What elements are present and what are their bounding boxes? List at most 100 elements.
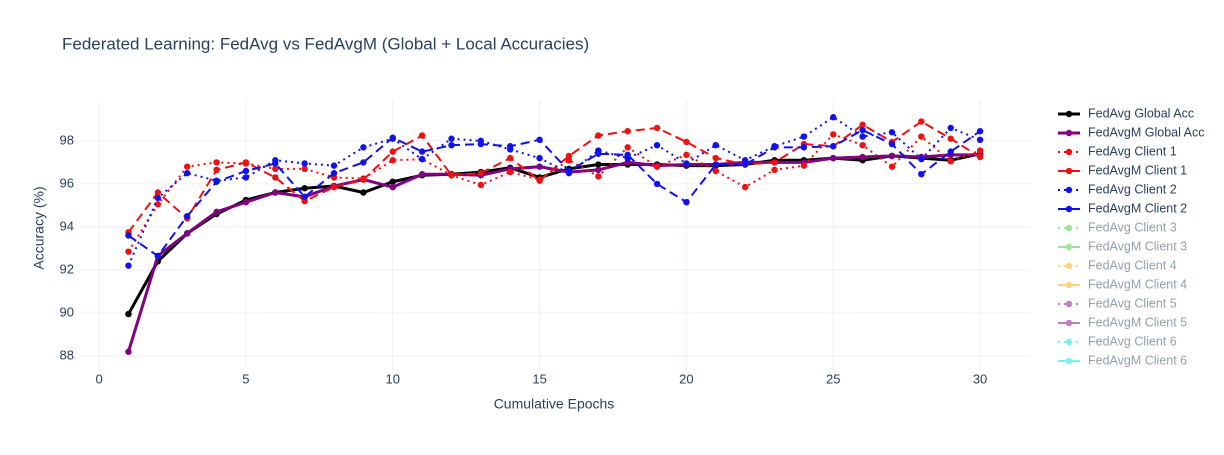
data-point: [242, 167, 250, 175]
legend-marker: [1065, 186, 1073, 194]
data-point: [771, 166, 778, 174]
y-tick-label: 90: [60, 304, 74, 319]
data-point: [154, 194, 162, 202]
data-point: [947, 158, 954, 165]
series-line: [127, 133, 981, 253]
legend-item: FedAvg Client 2: [1058, 182, 1177, 196]
data-point: [330, 169, 338, 177]
data-point: [624, 144, 631, 151]
data-point: [389, 157, 396, 164]
legend-item: FedAvgM Client 3: [1058, 239, 1187, 253]
data-point: [565, 167, 573, 175]
legend-label: FedAvgM Client 3: [1088, 239, 1187, 253]
data-point: [125, 310, 132, 318]
data-point: [976, 136, 984, 144]
data-point: [272, 189, 279, 196]
data-point: [418, 148, 426, 155]
x-tick-label: 15: [532, 371, 546, 386]
legend-marker: [1065, 357, 1073, 365]
data-point: [360, 144, 367, 151]
legend-label: FedAvg Client 4: [1088, 258, 1177, 272]
data-point: [741, 183, 749, 191]
data-point: [595, 132, 602, 139]
data-point: [507, 154, 514, 162]
legend-label: FedAvgM Client 1: [1088, 163, 1187, 177]
data-point: [918, 133, 925, 140]
data-point: [183, 230, 191, 237]
legend-label: FedAvg Client 1: [1088, 144, 1177, 158]
legend-label: FedAvgM Client 5: [1088, 315, 1187, 329]
data-point: [477, 181, 485, 189]
legend-item: FedAvg Global Acc: [1058, 106, 1194, 120]
data-point: [418, 132, 426, 139]
data-point: [301, 165, 308, 173]
legend-item: FedAvg Client 1: [1058, 144, 1177, 158]
x-tick-label: 30: [973, 371, 987, 386]
data-point: [859, 153, 866, 161]
data-point: [947, 124, 954, 132]
data-point: [330, 183, 338, 191]
data-point: [330, 162, 338, 169]
data-point: [213, 208, 220, 216]
data-point: [389, 148, 396, 155]
data-point: [653, 124, 661, 132]
data-point: [242, 198, 250, 206]
data-point: [976, 147, 984, 154]
data-point: [301, 160, 308, 167]
x-tick-label: 0: [95, 371, 102, 386]
legend-item: FedAvgM Client 2: [1058, 201, 1187, 215]
data-point: [272, 160, 279, 167]
data-point: [653, 141, 661, 149]
data-point: [272, 174, 279, 181]
data-point: [859, 121, 866, 128]
data-point: [389, 183, 396, 191]
legend-marker: [1065, 205, 1073, 213]
data-point: [800, 144, 808, 151]
data-point: [536, 177, 543, 184]
data-point: [947, 135, 954, 142]
data-point: [888, 152, 896, 160]
data-point: [154, 189, 162, 196]
data-point: [301, 185, 308, 192]
data-point: [213, 178, 220, 185]
data-point: [771, 159, 778, 166]
legend-label: FedAvgM Client 4: [1088, 277, 1187, 291]
legend-marker: [1065, 319, 1073, 327]
data-point: [683, 151, 690, 159]
legend-marker: [1065, 338, 1073, 346]
data-point: [683, 138, 690, 146]
y-axis-title: Accuracy (%): [31, 186, 47, 269]
data-point: [360, 176, 367, 183]
legend-item: FedAvgM Global Acc: [1058, 125, 1205, 139]
x-tick-label: 5: [242, 371, 249, 386]
data-point: [712, 167, 719, 175]
data-point: [213, 166, 220, 174]
data-point: [800, 162, 808, 169]
data-point: [771, 144, 778, 151]
legend-item: FedAvgM Client 4: [1058, 277, 1187, 291]
data-point: [565, 152, 573, 160]
data-point: [976, 153, 984, 161]
y-tick-label: 98: [60, 132, 74, 147]
legend-label: FedAvgM Client 2: [1088, 201, 1187, 215]
data-point: [683, 160, 690, 167]
legend-marker: [1065, 129, 1073, 137]
data-point: [595, 173, 602, 180]
legend-item: FedAvg Client 5: [1058, 296, 1177, 310]
data-point: [830, 143, 837, 150]
legend-marker: [1065, 262, 1073, 270]
data-point: [418, 171, 426, 178]
data-point: [888, 163, 896, 170]
data-point: [536, 136, 543, 144]
data-point: [389, 134, 396, 141]
data-point: [477, 140, 485, 148]
data-point: [183, 169, 191, 177]
data-point: [360, 159, 367, 166]
y-tick-label: 94: [60, 218, 74, 233]
data-point: [507, 168, 514, 176]
data-point: [154, 201, 162, 208]
legend-label: FedAvg Global Acc: [1088, 106, 1194, 120]
data-point: [448, 172, 455, 179]
